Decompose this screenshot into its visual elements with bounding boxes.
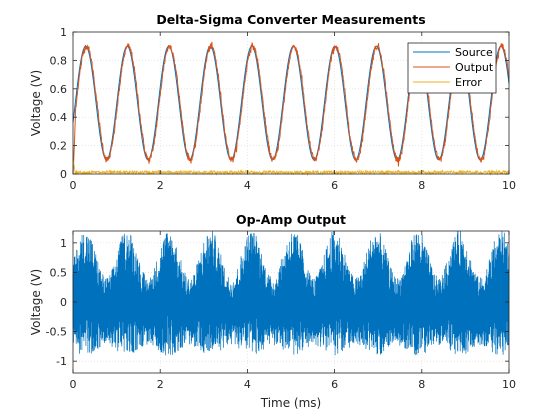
series-error-line xyxy=(72,158,510,176)
axes-top: 0 2 4 6 8 10 0 0.2 0.4 0.6 0.8 1 Delta-Sigma Conver… xyxy=(29,12,516,192)
y-tick-label: -1 xyxy=(56,355,67,368)
x-tick-label: 0 xyxy=(70,179,77,192)
y-tick-label: -0.5 xyxy=(46,326,67,339)
plot-area-bottom xyxy=(72,230,510,356)
chart-title-bottom: Op-Amp Output xyxy=(236,212,346,227)
legend-entry-error: Error xyxy=(455,76,482,89)
chart-title-top: Delta-Sigma Converter Measurements xyxy=(156,12,425,27)
series-output-line xyxy=(72,41,510,175)
axes-bottom: 0 2 4 6 8 10 -1 -0.5 0 0.5 1 Op-Amp Output Voltage… xyxy=(29,212,516,410)
y-tick-label: 0 xyxy=(60,296,67,309)
y-tick-label: 1 xyxy=(60,26,67,39)
x-tick-label: 6 xyxy=(331,179,338,192)
legend: Source Output Error xyxy=(407,42,497,94)
legend-entry-source: Source xyxy=(455,46,493,59)
series-source-line xyxy=(72,45,510,161)
x-tick-label: 0 xyxy=(70,378,77,391)
x-tick-label: 10 xyxy=(502,179,516,192)
series-opamp-line xyxy=(72,230,510,356)
plot-area-top xyxy=(72,41,510,176)
axes-top-frame xyxy=(72,31,510,175)
legend-entry-output: Output xyxy=(455,61,494,74)
y-tick-label: 0.4 xyxy=(50,111,68,124)
x-tick-label: 4 xyxy=(244,378,251,391)
x-tick-label: 6 xyxy=(331,378,338,391)
x-tick-label: 8 xyxy=(418,378,425,391)
x-axis-label-bottom: Time (ms) xyxy=(260,396,322,410)
y-tick-label: 1 xyxy=(60,237,67,250)
x-tick-label: 10 xyxy=(502,378,516,391)
y-tick-label: 0.5 xyxy=(50,266,68,279)
x-tick-label: 4 xyxy=(244,179,251,192)
ticks-bottom: 0 2 4 6 8 10 -1 -0.5 0 0.5 1 xyxy=(46,231,516,391)
y-tick-label: 0 xyxy=(60,168,67,181)
legend-box xyxy=(407,42,497,94)
y-axis-label-top: Voltage (V) xyxy=(29,70,43,136)
x-tick-label: 8 xyxy=(418,179,425,192)
y-tick-label: 0.8 xyxy=(50,54,68,67)
y-tick-label: 0.6 xyxy=(50,83,68,96)
x-tick-label: 2 xyxy=(157,378,164,391)
ticks-top: 0 2 4 6 8 10 0 0.2 0.4 0.6 0.8 1 xyxy=(50,26,517,192)
x-tick-label: 2 xyxy=(157,179,164,192)
y-tick-label: 0.2 xyxy=(50,140,68,153)
y-axis-label-bottom: Voltage (V) xyxy=(29,269,43,335)
